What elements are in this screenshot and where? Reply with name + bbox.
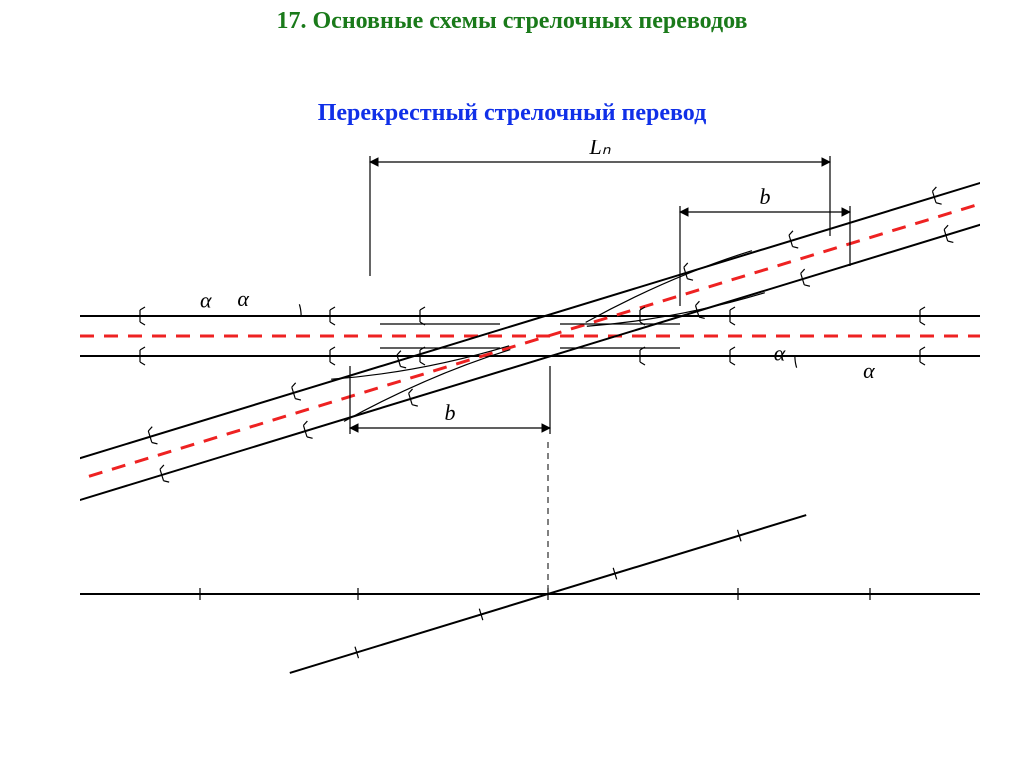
- svg-text:α: α: [237, 286, 249, 311]
- svg-text:Lₙ: Lₙ: [588, 140, 610, 159]
- svg-text:α: α: [774, 341, 786, 366]
- crossover-diagram: Lₙbbαααα: [80, 140, 980, 700]
- page: 17. Основные схемы стрелочных переводов …: [0, 0, 1024, 767]
- svg-text:b: b: [760, 184, 771, 209]
- svg-text:b: b: [445, 400, 456, 425]
- diagram-container: Lₙbbαααα: [80, 140, 980, 700]
- svg-text:α: α: [200, 287, 212, 312]
- page-subtitle: Перекрестный стрелочный перевод: [0, 100, 1024, 127]
- page-title: 17. Основные схемы стрелочных переводов: [0, 8, 1024, 35]
- svg-text:α: α: [863, 358, 875, 383]
